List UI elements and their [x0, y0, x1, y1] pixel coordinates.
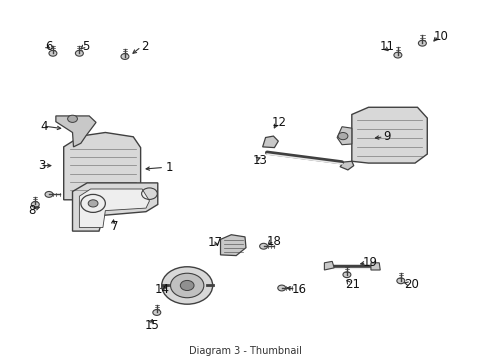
Text: 12: 12	[272, 116, 287, 129]
Polygon shape	[56, 116, 96, 147]
Text: 8: 8	[28, 204, 36, 217]
Circle shape	[338, 132, 348, 140]
Circle shape	[180, 280, 194, 291]
Text: 14: 14	[154, 283, 169, 296]
Circle shape	[171, 273, 204, 298]
Text: 4: 4	[40, 120, 48, 132]
Text: 20: 20	[404, 278, 419, 291]
Circle shape	[260, 243, 268, 249]
Circle shape	[49, 50, 57, 56]
Text: 11: 11	[380, 40, 394, 53]
Text: 18: 18	[267, 235, 282, 248]
Polygon shape	[371, 263, 380, 270]
Polygon shape	[73, 183, 158, 231]
Circle shape	[153, 310, 161, 315]
Circle shape	[418, 40, 426, 46]
Circle shape	[68, 115, 77, 122]
Circle shape	[121, 54, 129, 59]
Circle shape	[394, 52, 402, 58]
Polygon shape	[324, 261, 334, 270]
Circle shape	[397, 278, 405, 284]
Polygon shape	[263, 136, 278, 148]
Polygon shape	[337, 127, 352, 145]
Circle shape	[162, 267, 213, 304]
Text: 3: 3	[38, 159, 46, 172]
Polygon shape	[352, 107, 427, 163]
Circle shape	[31, 202, 39, 207]
Text: 10: 10	[434, 30, 448, 42]
Text: 7: 7	[111, 220, 119, 233]
Circle shape	[75, 50, 83, 56]
Polygon shape	[79, 189, 149, 228]
Text: 15: 15	[145, 319, 159, 332]
Text: Diagram 3 - Thumbnail: Diagram 3 - Thumbnail	[189, 346, 301, 356]
Text: 19: 19	[363, 256, 377, 269]
Circle shape	[343, 272, 351, 278]
Text: 6: 6	[45, 40, 53, 53]
Text: 1: 1	[165, 161, 173, 174]
Polygon shape	[220, 235, 246, 256]
Text: 21: 21	[345, 278, 360, 291]
Text: 5: 5	[82, 40, 90, 53]
Polygon shape	[340, 161, 354, 170]
Text: 13: 13	[252, 154, 267, 167]
Text: 2: 2	[141, 40, 148, 53]
Text: 9: 9	[383, 130, 391, 143]
Text: 16: 16	[292, 283, 306, 296]
Polygon shape	[64, 132, 141, 200]
Circle shape	[45, 192, 53, 197]
Circle shape	[88, 200, 98, 207]
Text: 17: 17	[208, 237, 223, 249]
Circle shape	[278, 285, 286, 291]
